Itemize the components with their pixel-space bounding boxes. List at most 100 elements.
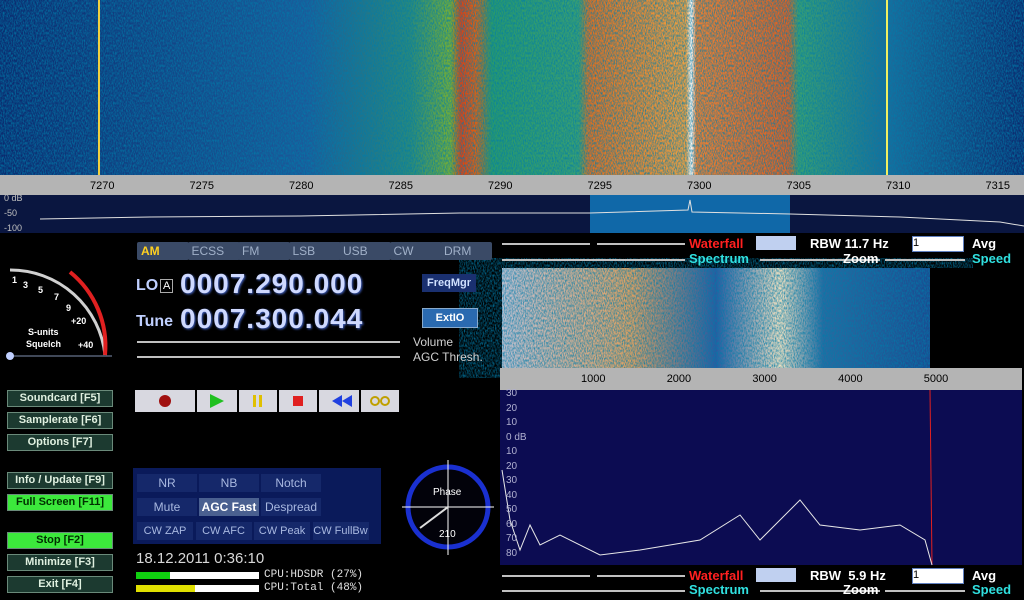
smeter-units: S-units xyxy=(28,327,59,337)
rf-tick-label: 7275 xyxy=(189,180,214,192)
af-db-label: 20 xyxy=(506,460,518,472)
rf-tick-label: 7280 xyxy=(289,180,314,192)
tune-frequency: 0007.300.044 xyxy=(180,303,364,334)
phase-value: 210 xyxy=(439,529,456,540)
cpu-label: CPU:HDSDR (27%) xyxy=(264,569,364,581)
rf-tick-label: 7315 xyxy=(985,180,1010,192)
af-db-label: 80 xyxy=(506,547,518,559)
datetime: 18.12.2011 0:36:10 xyxy=(136,550,265,567)
af-db-label: 60 xyxy=(506,518,518,530)
dsp-button[interactable]: CW FullBw xyxy=(312,522,369,540)
af-tick-label: 2000 xyxy=(666,373,692,385)
rf-tick-label: 7305 xyxy=(786,180,811,192)
dsp-button[interactable]: NB xyxy=(199,474,259,492)
lo-label: LO xyxy=(136,277,159,294)
smeter-scale: +20 xyxy=(71,316,87,326)
rf-tick-label: 7270 xyxy=(90,180,115,192)
rf-db-label: -50 xyxy=(4,208,18,218)
af-tick-label: 4000 xyxy=(838,373,863,385)
smeter-scale: +40 xyxy=(78,340,94,350)
mode-button[interactable]: DRM xyxy=(440,242,492,260)
rf-tick-label: 7285 xyxy=(388,180,413,192)
mode-button[interactable]: FM xyxy=(238,242,290,260)
af-db-label: 0 dB xyxy=(506,431,527,443)
af-trace xyxy=(501,469,933,566)
rbw-spinner[interactable]: RBW 11.7 Hz xyxy=(756,236,796,250)
spectrum-label: Spectrum xyxy=(689,251,749,266)
rf-axis xyxy=(0,175,1024,195)
dsp-button[interactable]: CW ZAP xyxy=(137,522,193,540)
dsp-button[interactable]: Notch xyxy=(261,474,321,492)
mode-button[interactable]: USB xyxy=(339,242,391,260)
speed-label: Speed xyxy=(972,251,1012,266)
dsp-button[interactable]: CW Peak xyxy=(254,522,310,540)
function-button[interactable]: Minimize [F3] xyxy=(7,554,113,571)
rf-spectrum xyxy=(0,195,1024,233)
af-db-label: 30 xyxy=(506,388,518,399)
extio-button[interactable]: ExtIO xyxy=(422,308,478,328)
dsp-button[interactable]: CW AFC xyxy=(195,522,252,540)
af-tick-label: 5000 xyxy=(923,373,949,385)
freqmgr-button[interactable]: FreqMgr xyxy=(422,274,476,292)
function-button[interactable]: Stop [F2] xyxy=(7,532,113,549)
avg-label: Avg xyxy=(972,236,997,251)
waterfall-label: Waterfall xyxy=(689,568,744,583)
rf-trace xyxy=(39,199,1024,227)
zoom-label: Zoom xyxy=(843,582,879,597)
lo-badge: A xyxy=(160,279,174,293)
function-button[interactable]: Exit [F4] xyxy=(7,576,113,593)
smeter-squelch: Squelch xyxy=(26,339,62,349)
smeter-scale: 9 xyxy=(66,303,72,313)
function-button[interactable]: Samplerate [F6] xyxy=(7,412,113,429)
tune-label: Tune xyxy=(136,313,174,330)
slider-label: AGC Thresh. xyxy=(413,350,483,364)
slider-label: Volume xyxy=(413,335,454,349)
af-tick-label: 3000 xyxy=(752,373,777,385)
waterfall-label: Waterfall xyxy=(689,236,744,251)
dsp-button[interactable]: AGC Fast xyxy=(199,498,259,516)
mode-button[interactable]: CW xyxy=(389,242,442,260)
function-button[interactable]: Options [F7] xyxy=(7,434,113,451)
rf-db-label: 0 dB xyxy=(4,193,23,203)
rbw-label: RBW 5.9 Hz xyxy=(810,568,886,583)
rf-db-label: -100 xyxy=(4,223,23,233)
dsp-button[interactable]: NR xyxy=(137,474,197,492)
avg-label: Avg xyxy=(972,568,997,583)
rf-tick-label: 7300 xyxy=(687,180,712,192)
avg-select[interactable]: 1 xyxy=(912,568,964,584)
dsp-button[interactable]: Mute xyxy=(137,498,197,516)
smeter-scale: 1 xyxy=(12,275,18,285)
af-spectrum xyxy=(500,390,1022,565)
speed-label: Speed xyxy=(972,582,1012,597)
mode-button[interactable]: LSB xyxy=(288,242,341,260)
function-button[interactable]: Info / Update [F9] xyxy=(7,472,113,489)
af-axis xyxy=(500,368,1022,390)
function-button[interactable]: Full Screen [F11] xyxy=(7,494,113,511)
af-db-label: 10 xyxy=(506,417,518,428)
af-db-label: 30 xyxy=(506,475,518,486)
function-button[interactable]: Soundcard [F5] xyxy=(7,390,113,407)
waterfall-noise xyxy=(0,0,1024,175)
avg-select[interactable]: 1 xyxy=(912,236,964,252)
mode-button[interactable]: ECSS xyxy=(187,242,240,260)
lo-frequency: 0007.290.000 xyxy=(180,268,364,299)
smeter-scale: 5 xyxy=(38,285,44,295)
rf-tick-label: 7295 xyxy=(587,180,612,192)
transport xyxy=(135,390,399,412)
af-db-label: 50 xyxy=(506,504,518,515)
phase-label: Phase xyxy=(433,487,462,498)
rf-tick-label: 7290 xyxy=(488,180,513,192)
af-tick-label: 1000 xyxy=(581,373,606,385)
rf-tick-label: 7310 xyxy=(886,180,911,192)
rbw-spinner[interactable]: RBW 5.9 Hz xyxy=(756,568,796,582)
rbw-label: RBW 11.7 Hz xyxy=(810,236,889,251)
af-db-label: 10 xyxy=(506,446,518,457)
af-db-label: 40 xyxy=(506,489,518,501)
spectrum-label: Spectrum xyxy=(689,582,749,597)
mode-button[interactable]: AM xyxy=(137,242,189,260)
smeter-scale: 7 xyxy=(54,292,60,302)
af-db-label: 20 xyxy=(506,402,518,414)
dsp-button[interactable]: Despread xyxy=(261,498,321,516)
cpu-label: CPU:Total (48%) xyxy=(264,582,364,594)
